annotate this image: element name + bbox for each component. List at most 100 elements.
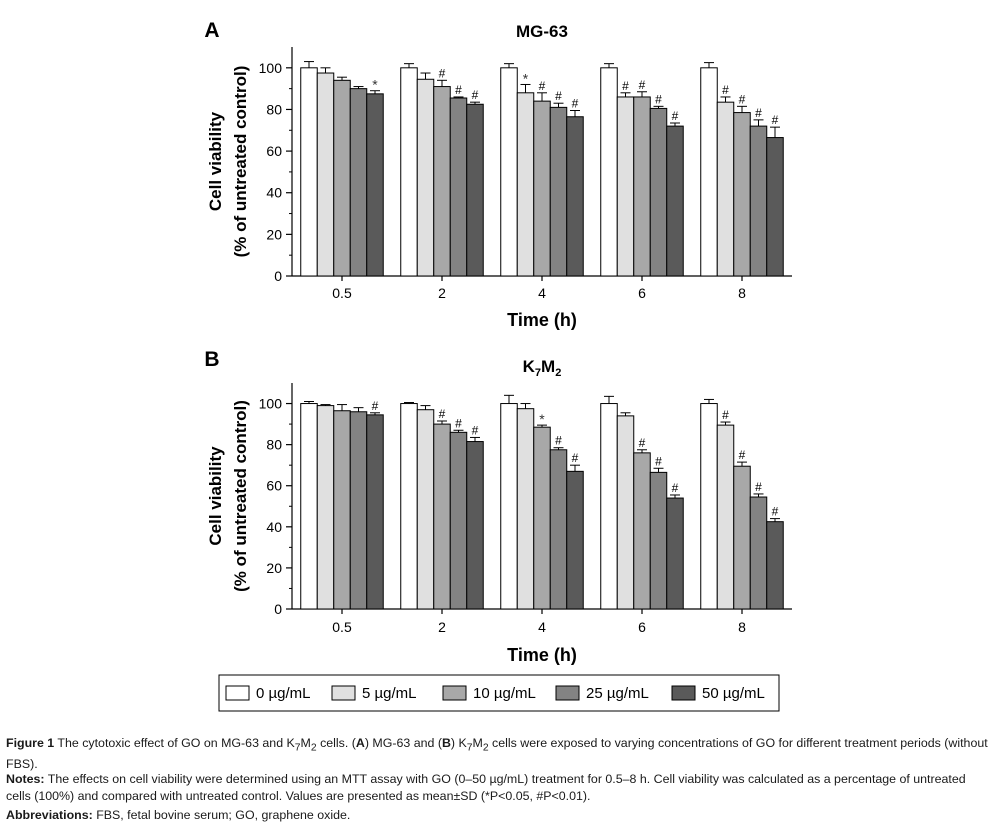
bar xyxy=(333,79,351,277)
y-tick-label: 100 xyxy=(259,396,283,412)
bar xyxy=(666,125,684,277)
bar xyxy=(766,521,784,610)
y-tick-label: 40 xyxy=(266,519,282,535)
x-tick-label: 8 xyxy=(738,285,746,301)
bar xyxy=(349,88,368,277)
bar xyxy=(516,408,535,610)
significance-mark: # xyxy=(639,436,646,450)
x-tick-label: 4 xyxy=(538,285,546,301)
significance-mark: # xyxy=(472,423,479,437)
bar xyxy=(633,452,651,610)
significance-mark: # xyxy=(772,113,779,127)
notes-label: Notes: xyxy=(6,772,45,786)
notes-text: The effects on cell viability were deter… xyxy=(6,772,966,803)
chart-title: MG-63 xyxy=(516,22,568,41)
bar xyxy=(600,67,618,277)
caption-sub: 7 xyxy=(294,742,301,754)
chart-title: K7M2 xyxy=(523,357,562,379)
caption-text: cells. ( xyxy=(316,736,356,750)
chart-panel-a: A MG-63 0 20 40 60 80 100 Cell viability (% of un… xyxy=(204,19,792,330)
legend-label: 25 µg/mL xyxy=(586,685,649,702)
panel-label: A xyxy=(204,19,219,42)
bar xyxy=(466,103,484,277)
x-tick-label: 2 xyxy=(438,619,446,635)
bar xyxy=(449,97,468,277)
significance-mark: * xyxy=(539,411,545,427)
bar xyxy=(316,405,335,610)
x-axis-label: Time (h) xyxy=(507,310,577,330)
bar xyxy=(766,137,784,277)
y-tick-label: 60 xyxy=(266,143,282,159)
bar xyxy=(716,424,735,610)
bar xyxy=(749,496,768,610)
chart-title-subscript: 7 xyxy=(535,367,541,379)
caption-text: ) MG-63 and ( xyxy=(364,736,442,750)
caption-text: cells were exposed to varying concentrat… xyxy=(6,736,988,772)
x-tick-label: 0.5 xyxy=(332,619,352,635)
bar xyxy=(616,415,635,610)
y-axis-label: (% of untreated control) xyxy=(231,66,250,258)
bar xyxy=(700,67,718,277)
legend-swatch xyxy=(331,685,356,701)
significance-mark: # xyxy=(755,106,762,120)
significance-mark: # xyxy=(539,79,546,93)
bar xyxy=(416,78,435,277)
bar xyxy=(500,67,518,277)
legend-swatch xyxy=(225,685,250,701)
bar xyxy=(733,465,751,610)
chart-title-part: M xyxy=(541,357,555,376)
significance-mark: * xyxy=(523,70,529,86)
x-tick-label: 6 xyxy=(638,285,646,301)
y-axis-label: Cell viability xyxy=(206,446,225,546)
caption-sub: 2 xyxy=(482,742,489,754)
caption-sub: 7 xyxy=(466,742,473,754)
bar xyxy=(400,403,418,610)
bar xyxy=(533,426,551,610)
significance-mark: # xyxy=(555,434,562,448)
significance-mark: # xyxy=(472,88,479,102)
chart-title-subscript: 2 xyxy=(555,367,561,379)
legend-label: 50 µg/mL xyxy=(702,685,765,702)
y-tick-label: 80 xyxy=(266,437,282,453)
y-tick-label: 20 xyxy=(266,560,282,576)
significance-mark: # xyxy=(655,454,662,468)
legend-swatch xyxy=(671,685,696,701)
y-tick-label: 100 xyxy=(259,60,283,76)
bar xyxy=(600,403,618,610)
x-tick-label: 4 xyxy=(538,619,546,635)
x-axis-label: Time (h) xyxy=(507,645,577,665)
significance-mark: # xyxy=(639,78,646,92)
y-tick-label: 20 xyxy=(266,226,282,242)
significance-mark: # xyxy=(439,407,446,421)
significance-mark: # xyxy=(572,451,579,465)
bar xyxy=(466,441,484,610)
legend-label: 0 µg/mL xyxy=(256,685,311,702)
x-tick-label: 8 xyxy=(738,619,746,635)
bar xyxy=(333,410,351,610)
legend-label: 5 µg/mL xyxy=(362,685,417,702)
significance-mark: # xyxy=(739,448,746,462)
caption-sub: 2 xyxy=(310,742,317,754)
significance-mark: # xyxy=(672,481,679,495)
y-tick-label: 80 xyxy=(266,101,282,117)
caption-abbreviations: Abbreviations: FBS, fetal bovine serum; … xyxy=(6,807,991,824)
bar xyxy=(366,414,384,610)
bar xyxy=(566,470,584,610)
y-tick-label: 60 xyxy=(266,478,282,494)
bar xyxy=(649,107,668,277)
caption-notes: Notes: The effects on cell viability wer… xyxy=(6,771,991,805)
bar xyxy=(616,96,635,277)
y-tick-label: 0 xyxy=(274,601,282,617)
significance-mark: # xyxy=(722,408,729,422)
bar xyxy=(300,67,318,277)
caption-text: M xyxy=(300,736,311,750)
figure-label: Figure 1 xyxy=(6,736,55,750)
bar xyxy=(549,449,568,610)
significance-mark: # xyxy=(455,83,462,97)
significance-mark: # xyxy=(572,96,579,110)
significance-mark: # xyxy=(722,83,729,97)
bar xyxy=(433,86,451,277)
significance-mark: * xyxy=(372,77,378,93)
figure: A MG-63 0 20 40 60 80 100 Cell viability (% of un… xyxy=(204,19,792,712)
bar xyxy=(633,96,651,277)
